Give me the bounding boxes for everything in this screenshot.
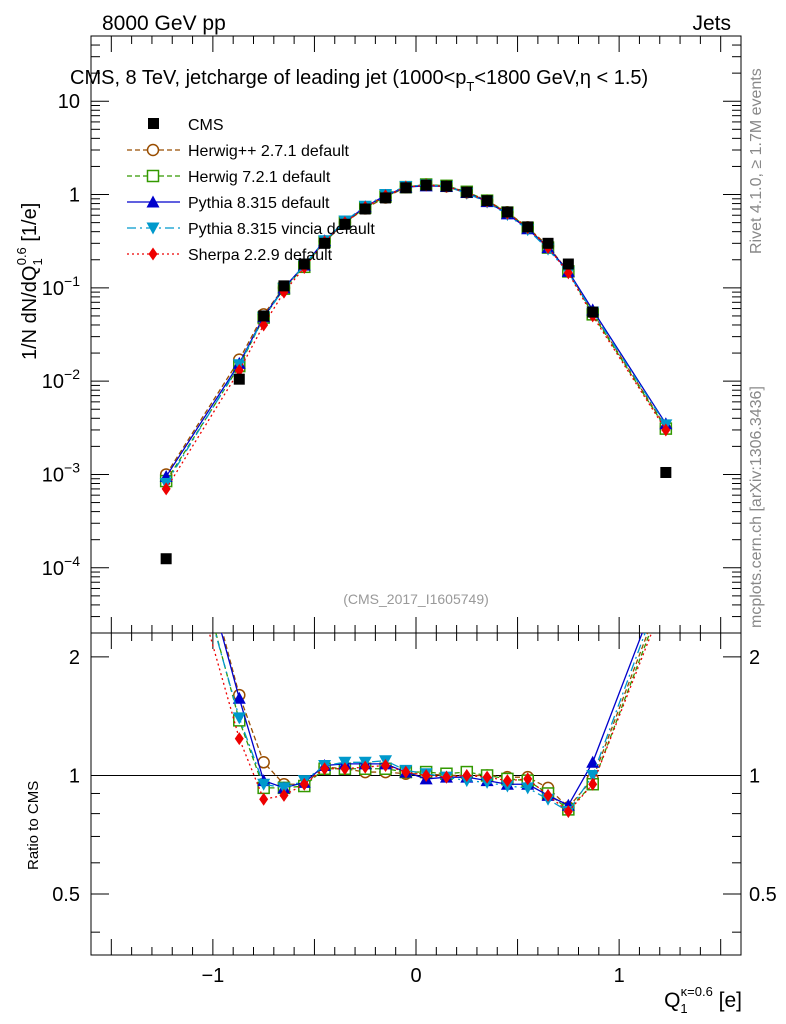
ratio-tick-label-right: 2 [749,647,760,669]
ratio-line-0 [222,633,649,809]
legend-label: CMS [188,117,224,134]
y-tick-label: 10 [58,91,80,113]
cms-point [278,280,290,292]
ratio-point-4 [462,768,472,782]
cms-point [400,182,412,194]
ratio-point-4 [360,760,370,774]
series-point-4 [563,266,573,280]
cms-point [481,195,493,207]
series-point-4 [661,423,671,437]
cms-point [542,237,554,249]
ratio-point-4 [523,772,533,786]
ratio-point-4 [234,732,244,746]
ratio-point-2 [232,691,246,704]
ratio-y-axis-label: Ratio to CMS [25,781,42,870]
ratio-point-4 [421,768,431,782]
cms-point [420,179,432,191]
x-tick-label: 1 [614,965,625,987]
y-tick-label: 10−2 [42,366,80,393]
ratio-point-4 [340,762,350,776]
energy-label: 8000 GeV pp [102,12,226,35]
ratio-point-4 [588,777,598,791]
ratio-point-3 [521,782,535,795]
cms-point [298,258,310,270]
cms-point [562,258,574,270]
legend-label: Pythia 8.315 default [188,195,330,212]
legend-label: Pythia 8.315 vincia default [188,221,375,238]
ratio-point-4 [543,788,553,802]
process-label: Jets [692,12,731,35]
ratio-point-4 [401,765,411,779]
cms-point [339,218,351,230]
ratio-point-4 [259,792,269,806]
ratio-point-3 [257,778,271,791]
legend-marker [146,195,160,208]
legend-cms-marker [148,118,159,129]
cms-point [440,180,452,192]
ratio-tick-label-right: 1 [749,765,760,787]
ratio-point-4 [482,770,492,784]
cms-point [660,466,672,478]
legend-marker [146,169,160,183]
analysis-id-watermark: (CMS_2017_I1605749) [343,591,489,607]
ratio-point-2 [586,755,600,768]
cms-point [380,192,392,204]
ratio-point-3 [277,782,291,795]
legend-marker [148,247,158,261]
ratio-point-4 [502,774,512,788]
legend-label: Herwig++ 2.7.1 default [188,143,350,160]
cms-point [522,221,534,233]
legend: CMS Herwig++ 2.7.1 default Herwig 7.2.1 de… [127,117,375,264]
cms-point [160,553,172,565]
cms-point [258,310,270,322]
rivet-version-label: Rivet 4.1.0, ≥ 1.7M events [748,68,765,254]
ratio-tick-label: 1 [69,765,80,787]
ratio-point-4 [279,788,289,802]
ratio-point-3 [232,712,246,725]
x-axis-label: Q1κ=0.6 [e] [664,984,742,1016]
cms-point [501,206,513,218]
cms-point [587,306,599,318]
series-point-4 [161,482,171,496]
ratio-tick-label-right: 0.5 [749,884,777,906]
series-point-4 [259,318,269,332]
cms-point [359,203,371,215]
ratio-tick-label: 0.5 [52,884,80,906]
cms-point [319,237,331,249]
ratio-plot-frame [90,632,742,956]
ratio-line-4 [208,633,653,813]
ratio-line-2 [220,633,643,807]
legend-marker [146,143,160,157]
x-tick-label: 0 [410,965,421,987]
ratio-point-4 [563,804,573,818]
x-tick-label: −1 [201,965,224,987]
plot-title: CMS, 8 TeV, jetcharge of leading jet (10… [70,67,648,94]
ratio-point-4 [441,770,451,784]
y-tick-label: 1 [69,185,80,207]
y-tick-label: 10−1 [42,273,80,300]
cms-point [461,186,473,198]
ratio-point-4 [320,762,330,776]
ratio-point-4 [299,777,309,791]
mcplots-reference-label: mcplots.cern.ch [arXiv:1306.3436] [748,386,765,628]
axis-ticks: −1 0 1 10−4 10−3 10−2 10−1 1 10 0.5 0.5 1 1 2 2 [42,35,777,987]
cms-data-points [160,179,672,565]
ratio-point-3 [586,769,600,782]
y-tick-label: 10−4 [42,553,80,580]
legend-marker [146,222,160,235]
cms-point [233,373,245,385]
legend-label: Sherpa 2.2.9 default [188,247,333,264]
ratio-tick-label: 2 [69,647,80,669]
ratio-series-layer [208,633,653,818]
ratio-point-4 [381,758,391,772]
y-tick-label: 10−3 [42,459,80,486]
legend-label: Herwig 7.2.1 default [188,169,331,186]
y-axis-label: 1/N dN/dQ10.6 [1/e] [14,203,45,360]
